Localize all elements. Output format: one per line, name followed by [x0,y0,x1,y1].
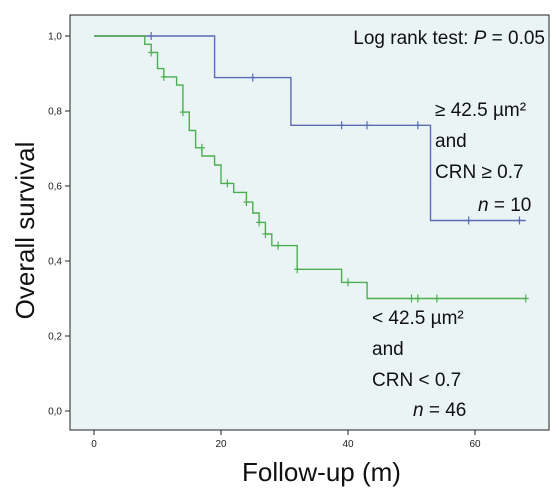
x-tick-label: 0 [91,439,97,450]
x-tick-label: 20 [215,439,227,450]
x-tick-label: 40 [342,439,354,450]
log-rank-annotation: Log rank test: P = 0.05 [353,28,545,49]
censor-marks [148,32,529,303]
y-tick-label: 0,8 [48,107,62,118]
series-2-label-line: < 42.5 µm² [372,308,464,329]
series-1-label-line: CRN ≥ 0.7 [435,162,524,183]
y-tick-label: 0,0 [48,407,62,418]
y-tick-label: 0,2 [48,332,62,343]
y-tick-label: 1,0 [48,32,62,43]
y-tick-label: 0,6 [48,182,62,193]
series-1-label-line: and [435,131,467,152]
axes: 0 20 40 60 0,0 0,2 0,4 0,6 0,8 1,0 Follow-up (m) Ov… [10,32,481,488]
series-1-n-label: n = 10 [478,195,531,216]
series-2-n-label: n = 46 [413,400,466,421]
series-1-curve [94,35,526,222]
x-axis-title: Follow-up (m) [242,457,401,487]
y-axis-title: Overall survival [10,142,40,320]
series-1-label-line: ≥ 42.5 µm² [435,100,526,121]
series-2-label-line: CRN < 0.7 [372,370,461,391]
x-tick-label: 60 [469,439,481,450]
y-tick-label: 0,4 [48,257,62,268]
series-2-label-line: and [372,339,404,360]
plot-area [69,14,550,431]
text-labels: Log rank test: P = 0.05 ≥ 42.5 µm² and CRN … [353,28,545,421]
